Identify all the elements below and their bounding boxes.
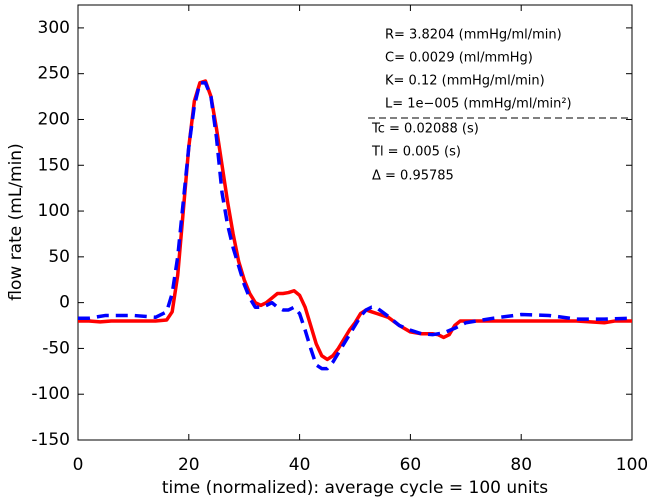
x-tick-label: 80 bbox=[510, 455, 532, 475]
annotation: Tl = 0.005 (s) bbox=[371, 145, 461, 160]
y-tick-label: 50 bbox=[48, 247, 70, 267]
annotation: Δ = 0.95785 bbox=[372, 169, 454, 184]
y-tick-label: -100 bbox=[31, 384, 70, 404]
annotation: K= 0.12 (mmHg/ml/min) bbox=[385, 74, 545, 89]
y-axis-label: flow rate (mL/min) bbox=[6, 143, 26, 300]
annotation: R= 3.8204 (mmHg/ml/min) bbox=[385, 28, 562, 43]
y-tick-label: 150 bbox=[38, 155, 70, 175]
y-tick-label: 100 bbox=[38, 201, 70, 221]
y-tick-label: -50 bbox=[42, 338, 70, 358]
y-tick-label: -150 bbox=[31, 430, 70, 450]
x-tick-label: 20 bbox=[178, 455, 200, 475]
y-tick-label: 0 bbox=[59, 293, 70, 313]
x-tick-label: 0 bbox=[73, 455, 84, 475]
annotation: C= 0.0029 (ml/mmHg) bbox=[385, 51, 533, 66]
x-tick-label: 40 bbox=[289, 455, 311, 475]
x-tick-label: 100 bbox=[616, 455, 647, 475]
annotation: Tc = 0.02088 (s) bbox=[371, 122, 479, 137]
y-tick-label: 250 bbox=[38, 64, 70, 84]
x-tick-label: 60 bbox=[400, 455, 422, 475]
x-axis-label: time (normalized): average cycle = 100 u… bbox=[162, 478, 548, 498]
series-line bbox=[78, 81, 633, 371]
y-tick-label: 200 bbox=[38, 109, 70, 129]
annotation: L= 1e−005 (mmHg/ml/min²) bbox=[385, 97, 572, 112]
plot-frame bbox=[77, 4, 633, 441]
y-tick-label: 300 bbox=[38, 18, 70, 38]
series-line bbox=[78, 79, 632, 362]
